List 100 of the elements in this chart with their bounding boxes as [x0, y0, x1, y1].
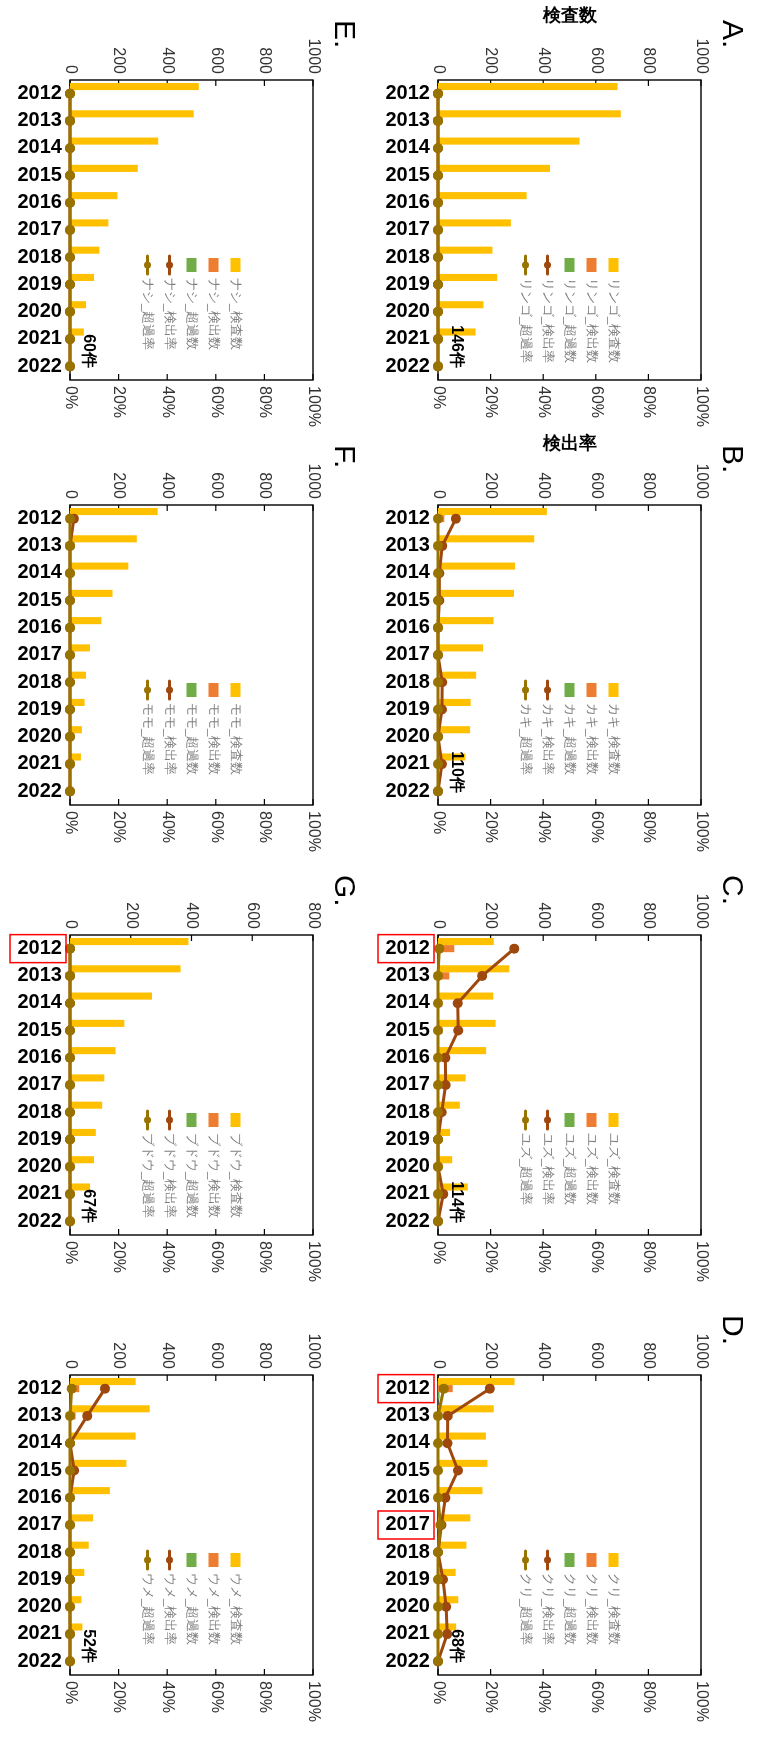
legend-label: カキ_検出数: [585, 703, 601, 776]
x2-tick-label: 600: [588, 902, 606, 930]
x-tick-label: 60%: [588, 811, 606, 844]
y-tick-label: 2021: [385, 1181, 430, 1204]
x-tick-label: 100%: [305, 386, 323, 427]
x2-tick-label: 0: [62, 65, 80, 75]
y-tick-label: 2015: [17, 1457, 62, 1480]
y-tick-label: 2022: [385, 1208, 430, 1231]
legend-label: ユズ_検出数: [585, 1133, 601, 1206]
x-tick-label: 60%: [588, 1241, 606, 1274]
y-tick-label: 2022: [17, 1208, 62, 1231]
x-tick-label: 40%: [535, 386, 553, 419]
y-tick-label: 2019: [17, 1126, 62, 1149]
x-tick-label: 40%: [159, 386, 177, 419]
x2-axis-title: 検査数: [541, 4, 598, 25]
legend-label: ナシ_超過率: [141, 278, 157, 351]
x-tick-label: 100%: [693, 1681, 711, 1722]
x2-tick-label: 400: [159, 472, 177, 500]
x2-tick-label: 600: [208, 47, 226, 75]
y-tick-label: 2018: [17, 1539, 62, 1562]
x-tick-label: 80%: [641, 386, 659, 419]
y-tick-label: 2017: [385, 1072, 430, 1095]
legend-label: ウメ_超過数: [185, 1573, 201, 1646]
y-tick-label: 2021: [385, 751, 430, 774]
x-axis-title: 検出率: [541, 432, 597, 453]
x2-tick-label: 800: [641, 47, 659, 75]
x-tick-label: 100%: [693, 386, 711, 427]
y-tick-label: 2017: [17, 642, 62, 665]
y-tick-label: 2020: [385, 1594, 430, 1617]
y-tick-label: 2022: [385, 1648, 430, 1671]
y-tick-label: 2016: [385, 1045, 430, 1068]
y-tick-label: 2019: [17, 1566, 62, 1589]
y-tick-label: 2013: [385, 108, 430, 131]
y-tick-label: 2017: [17, 217, 62, 240]
x-tick-label: 80%: [257, 1681, 275, 1714]
y-tick-label: 2018: [17, 669, 62, 692]
y-tick-label: 2014: [385, 990, 431, 1013]
legend-label: ブドウ_検出数: [207, 1133, 223, 1219]
y-tick-label: 2019: [17, 696, 62, 719]
y-tick-label: 2014: [385, 560, 431, 583]
legend-label: ウメ_超過率: [141, 1573, 157, 1646]
x2-tick-label: 0: [62, 1360, 80, 1370]
y-tick-label: 2017: [385, 642, 430, 665]
x-tick-label: 20%: [111, 1241, 129, 1274]
x2-tick-label: 1000: [305, 463, 323, 500]
x2-tick-label: 800: [641, 902, 659, 930]
legend-label: クリ_検出率: [541, 1573, 557, 1646]
x2-tick-label: 200: [483, 47, 501, 75]
x2-tick-label: 600: [588, 1342, 606, 1370]
legend-label: クリ_検出数: [585, 1573, 601, 1646]
y-tick-label: 2015: [17, 1017, 62, 1040]
y-tick-label: 2017: [385, 217, 430, 240]
x-tick-label: 80%: [641, 811, 659, 844]
legend-label: モモ_検査数: [229, 703, 245, 776]
y-tick-label: 2016: [17, 190, 62, 213]
x-tick-label: 60%: [588, 1681, 606, 1714]
chart-title: A.: [717, 20, 750, 49]
x-tick-label: 60%: [208, 1241, 226, 1274]
x2-tick-label: 1000: [693, 38, 711, 75]
legend-label: リンゴ_検出率: [541, 278, 557, 364]
y-tick-label: 2012: [385, 1375, 430, 1398]
legend-label: ウメ_検出数: [207, 1573, 223, 1646]
x2-tick-label: 200: [483, 1342, 501, 1370]
y-tick-label: 2018: [385, 669, 430, 692]
y-tick-label: 2015: [385, 162, 430, 185]
y-tick-label: 2017: [385, 1512, 430, 1535]
y-tick-label: 2021: [17, 751, 62, 774]
x2-tick-label: 200: [111, 47, 129, 75]
legend-label: モモ_超過率: [141, 703, 157, 776]
y-tick-label: 2020: [17, 724, 62, 747]
x-tick-label: 20%: [483, 1241, 501, 1274]
y-tick-label: 2020: [385, 1154, 430, 1177]
y-tick-label: 2012: [17, 80, 62, 103]
x2-tick-label: 600: [208, 472, 226, 500]
x2-tick-label: 800: [305, 902, 323, 930]
chart-title: B.: [717, 445, 750, 474]
legend-label: ナシ_検査数: [229, 278, 245, 351]
y-tick-label: 2022: [385, 778, 430, 801]
y-tick-label: 2022: [17, 353, 62, 376]
y-tick-label: 2015: [385, 587, 430, 610]
legend-label: ウメ_検査数: [229, 1573, 245, 1646]
y-tick-label: 2013: [17, 963, 62, 986]
y-tick-label: 2012: [385, 935, 430, 958]
y-tick-label: 2019: [385, 696, 430, 719]
x2-tick-label: 400: [535, 47, 553, 75]
legend-label: ナシ_検出率: [163, 278, 179, 351]
x2-tick-label: 0: [62, 920, 80, 930]
y-tick-label: 2016: [385, 615, 430, 638]
annotation: 110件: [449, 751, 466, 793]
legend-label: ユズ_超過率: [519, 1133, 535, 1206]
y-tick-label: 2014: [385, 135, 431, 158]
x-tick-label: 80%: [257, 1241, 275, 1274]
y-tick-label: 2012: [385, 505, 430, 528]
legend-label: クリ_超過数: [563, 1573, 579, 1646]
y-tick-label: 2014: [17, 1430, 63, 1453]
y-tick-label: 2014: [17, 990, 63, 1013]
y-tick-label: 2012: [385, 80, 430, 103]
annotation: 67件: [81, 1189, 98, 1223]
y-tick-label: 2020: [17, 1154, 62, 1177]
x-tick-label: 40%: [159, 1241, 177, 1274]
